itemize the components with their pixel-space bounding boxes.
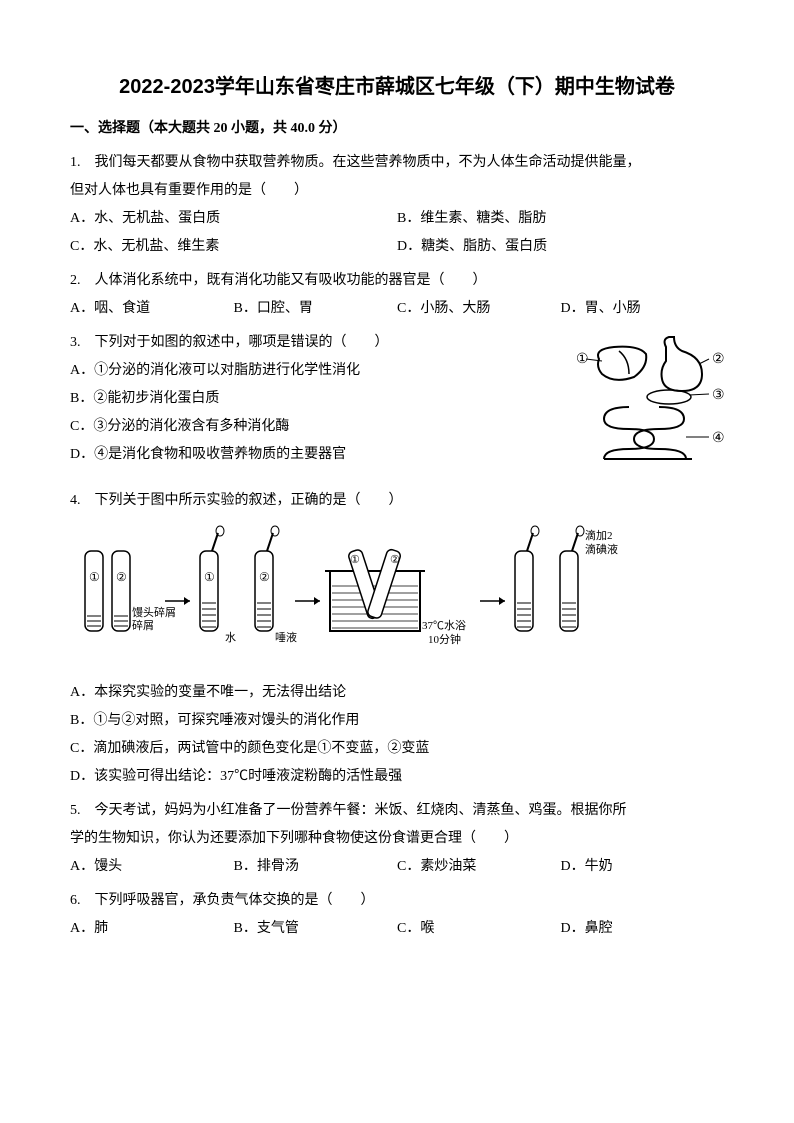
question-3: 3. 下列对于如图的叙述中，哪项是错误的（ ） ① ② xyxy=(70,329,724,469)
q4-opt-d: D．该实验可得出结论：37℃时唾液淀粉酶的活性最强 xyxy=(70,763,724,791)
svg-text:①: ① xyxy=(204,570,215,584)
q1-text1: 我们每天都要从食物中获取营养物质。在这些营养物质中，不为人体生命活动提供能量， xyxy=(95,155,641,170)
q1-line2: 但对人体也具有重要作用的是（ ） xyxy=(70,177,724,205)
question-5: 5. 今天考试，妈妈为小红准备了一份营养午餐：米饭、红烧肉、清蒸鱼、鸡蛋。根据你… xyxy=(70,797,724,881)
q6-num: 6. xyxy=(70,893,81,908)
q3-num: 3. xyxy=(70,335,81,350)
q1-opt-a: A．水、无机盐、蛋白质 xyxy=(70,205,397,233)
svg-text:馒头碎屑: 馒头碎屑 xyxy=(132,605,176,619)
q5-opt-a: A．馒头 xyxy=(70,853,234,881)
svg-text:37℃水浴: 37℃水浴 xyxy=(422,619,466,632)
q5-num: 5. xyxy=(70,803,81,818)
svg-text:唾液: 唾液 xyxy=(275,630,297,644)
q6-options: A．肺 B．支气管 C．喉 D．鼻腔 xyxy=(70,915,724,943)
section-1-header: 一、选择题（本大题共 20 小题，共 40.0 分） xyxy=(70,117,724,137)
q5-options: A．馒头 B．排骨汤 C．素炒油菜 D．牛奶 xyxy=(70,853,724,881)
q5-opt-b: B．排骨汤 xyxy=(234,853,398,881)
question-6: 6. 下列呼吸器官，承负责气体交换的是（ ） A．肺 B．支气管 C．喉 D．鼻… xyxy=(70,887,724,943)
q4-opt-c: C．滴加碘液后，两试管中的颜色变化是①不变蓝，②变蓝 xyxy=(70,735,724,763)
q6-opt-b: B．支气管 xyxy=(234,915,398,943)
stage4: 滴加2 滴碘液 xyxy=(515,526,618,631)
q6-opt-c: C．喉 xyxy=(397,915,561,943)
q1-opt-b: B．维生素、糖类、脂肪 xyxy=(397,205,724,233)
q4-opt-a: A．本探究实验的变量不唯一，无法得出结论 xyxy=(70,679,724,707)
q2-num: 2. xyxy=(70,273,81,288)
q1-opt-d: D．糖类、脂肪、蛋白质 xyxy=(397,233,724,261)
q1-options: A．水、无机盐、蛋白质 B．维生素、糖类、脂肪 C．水、无机盐、维生素 D．糖类… xyxy=(70,205,724,261)
q4-opt-b: B．①与②对照，可探究唾液对馒头的消化作用 xyxy=(70,707,724,735)
q5-opt-d: D．牛奶 xyxy=(561,853,725,881)
svg-text:②: ② xyxy=(390,554,400,566)
fig3-label-4: ④ xyxy=(712,431,725,446)
q5-opt-c: C．素炒油菜 xyxy=(397,853,561,881)
q1-opt-c: C．水、无机盐、维生素 xyxy=(70,233,397,261)
digestive-system-figure: ① ② ③ ④ xyxy=(574,329,734,469)
svg-text:滴碘液: 滴碘液 xyxy=(585,542,618,556)
svg-text:①: ① xyxy=(89,570,100,584)
q4-num: 4. xyxy=(70,493,81,508)
q6-opt-a: A．肺 xyxy=(70,915,234,943)
svg-text:10分钟: 10分钟 xyxy=(428,632,461,646)
q2-text: 人体消化系统中，既有消化功能又有吸收功能的器官是（ ） xyxy=(95,273,487,288)
q2-opt-c: C．小肠、大肠 xyxy=(397,295,561,323)
q2-opt-b: B．口腔、胃 xyxy=(234,295,398,323)
fig3-label-1: ① xyxy=(576,352,589,367)
q4-text: 下列关于图中所示实验的叙述，正确的是（ ） xyxy=(95,493,403,508)
q5-line1: 5. 今天考试，妈妈为小红准备了一份营养午餐：米饭、红烧肉、清蒸鱼、鸡蛋。根据你… xyxy=(70,797,724,825)
stage1: ① ② 馒头碎屑 碎屑 xyxy=(85,551,176,632)
exam-page: 2022-2023学年山东省枣庄市薛城区七年级（下）期中生物试卷 一、选择题（本… xyxy=(0,0,794,999)
fig3-label-2: ② xyxy=(712,352,725,367)
q4-line: 4. 下列关于图中所示实验的叙述，正确的是（ ） xyxy=(70,487,724,515)
page-title: 2022-2023学年山东省枣庄市薛城区七年级（下）期中生物试卷 xyxy=(70,70,724,99)
experiment-svg: ① ② 馒头碎屑 碎屑 ① ② xyxy=(70,521,630,671)
q1-num: 1. xyxy=(70,155,81,170)
q6-opt-d: D．鼻腔 xyxy=(561,915,725,943)
svg-text:②: ② xyxy=(116,570,127,584)
experiment-figure: ① ② 馒头碎屑 碎屑 ① ② xyxy=(70,521,630,671)
stage2: ① ② 水 唾液 xyxy=(200,526,297,644)
spacer xyxy=(70,475,724,487)
q2-opt-d: D．胃、小肠 xyxy=(561,295,725,323)
stage3: ① ② 37℃水浴 10分钟 xyxy=(325,548,466,646)
q2-options: A．咽、食道 B．口腔、胃 C．小肠、大肠 D．胃、小肠 xyxy=(70,295,724,323)
q6-line: 6. 下列呼吸器官，承负责气体交换的是（ ） xyxy=(70,887,724,915)
question-2: 2. 人体消化系统中，既有消化功能又有吸收功能的器官是（ ） A．咽、食道 B．… xyxy=(70,267,724,323)
svg-text:滴加2: 滴加2 xyxy=(585,528,613,542)
svg-text:①: ① xyxy=(350,554,360,566)
q3-text: 下列对于如图的叙述中，哪项是错误的（ ） xyxy=(95,335,389,350)
digestive-svg: ① ② ③ ④ xyxy=(574,329,734,469)
svg-text:②: ② xyxy=(259,570,270,584)
fig3-label-3: ③ xyxy=(712,388,725,403)
q5-line2: 学的生物知识，你认为还要添加下列哪种食物使这份食谱更合理（ ） xyxy=(70,825,724,853)
q6-text: 下列呼吸器官，承负责气体交换的是（ ） xyxy=(95,893,375,908)
svg-text:水: 水 xyxy=(225,631,236,644)
svg-text:碎屑: 碎屑 xyxy=(132,618,154,632)
question-1: 1. 我们每天都要从食物中获取营养物质。在这些营养物质中，不为人体生命活动提供能… xyxy=(70,149,724,261)
q2-opt-a: A．咽、食道 xyxy=(70,295,234,323)
q5-text1: 今天考试，妈妈为小红准备了一份营养午餐：米饭、红烧肉、清蒸鱼、鸡蛋。根据你所 xyxy=(95,803,627,818)
q1-line1: 1. 我们每天都要从食物中获取营养物质。在这些营养物质中，不为人体生命活动提供能… xyxy=(70,149,724,177)
question-4: 4. 下列关于图中所示实验的叙述，正确的是（ ） ① ② 馒头碎屑 碎屑 xyxy=(70,487,724,791)
q2-line: 2. 人体消化系统中，既有消化功能又有吸收功能的器官是（ ） xyxy=(70,267,724,295)
